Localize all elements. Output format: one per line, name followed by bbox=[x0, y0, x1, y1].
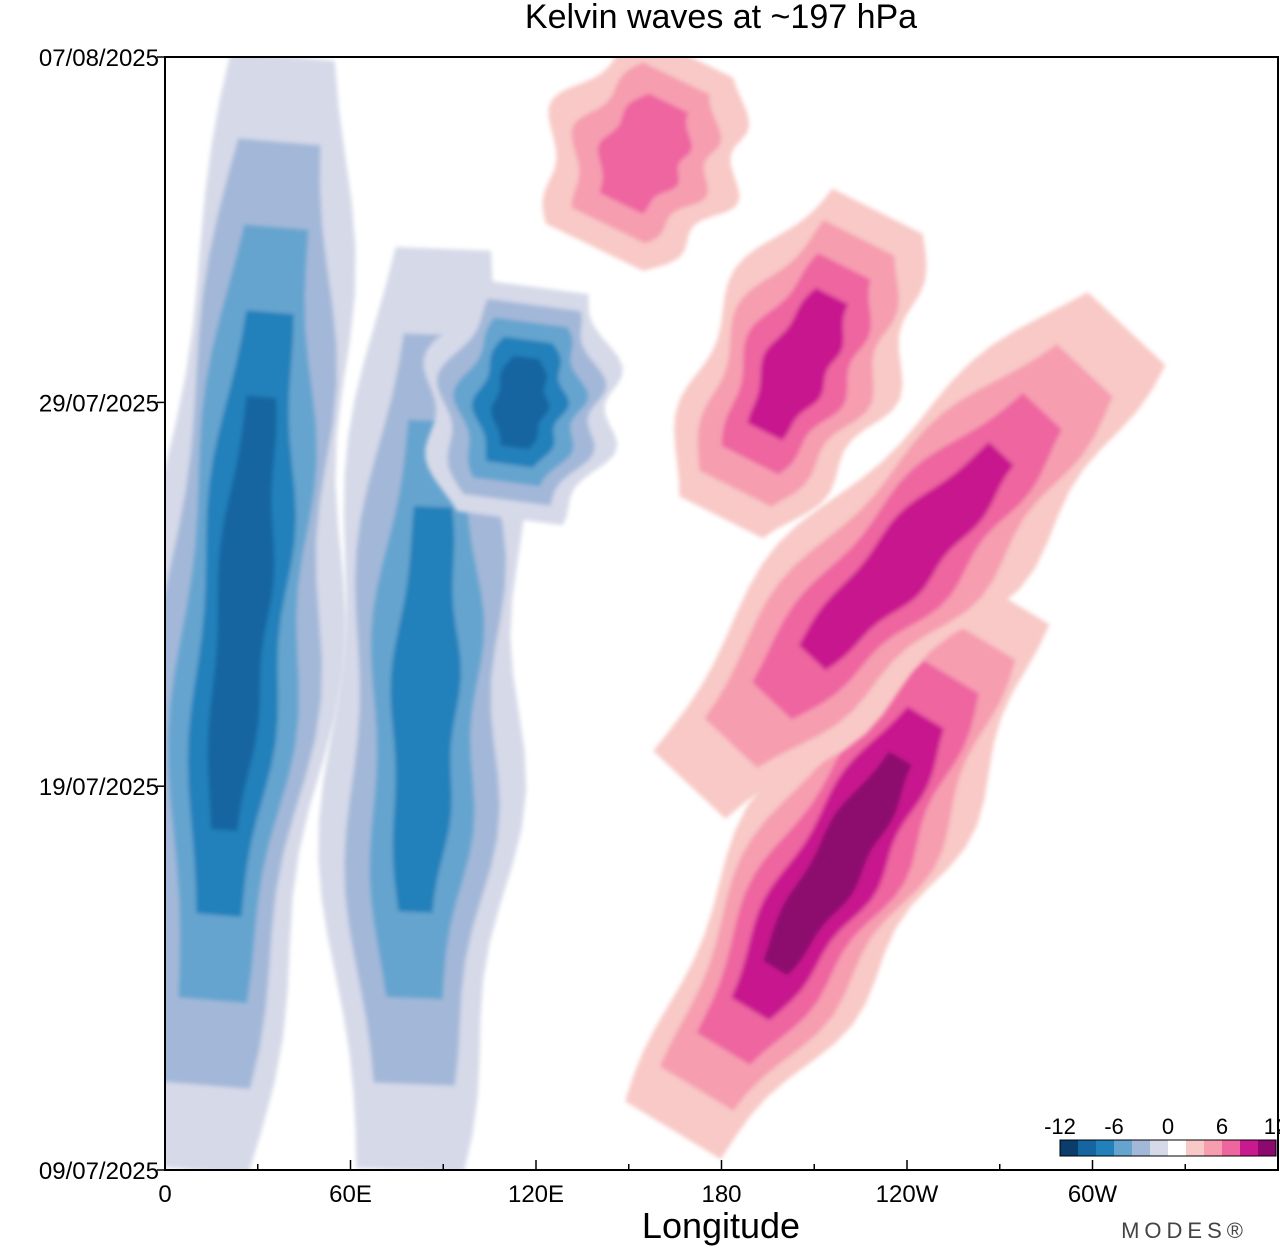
colorbar-swatch bbox=[1114, 1140, 1133, 1156]
y-tick-label: 19/07/2025 bbox=[39, 774, 159, 801]
contour-field bbox=[165, 57, 1166, 1170]
x-tick-label: 0 bbox=[158, 1181, 171, 1208]
wave-feature-negative bbox=[318, 247, 527, 1170]
x-tick-label: 120W bbox=[876, 1181, 939, 1208]
colorbar-swatch bbox=[1222, 1140, 1241, 1156]
wave-feature-positive bbox=[674, 188, 927, 539]
colorbar-tick-label: 12 bbox=[1264, 1114, 1280, 1139]
x-tick-label: 60W bbox=[1068, 1181, 1118, 1208]
x-tick-label: 180 bbox=[701, 1181, 741, 1208]
contour-band-level-4 bbox=[747, 288, 849, 441]
x-tick-label: 60E bbox=[329, 1181, 372, 1208]
y-tick-label: 29/07/2025 bbox=[39, 390, 159, 417]
contour-band-level-5 bbox=[207, 395, 277, 832]
y-tick-label: 09/07/2025 bbox=[39, 1158, 159, 1185]
colorbar-frame bbox=[1059, 1139, 1277, 1157]
contour-band-level-5 bbox=[491, 355, 550, 449]
wave-feature-positive bbox=[653, 292, 1166, 819]
x-axis: 0 60E 120E 180 120W 60W bbox=[158, 1160, 1186, 1208]
colorbar-tick-label: -6 bbox=[1104, 1114, 1124, 1139]
colorbar-swatch bbox=[1258, 1140, 1277, 1156]
colorbar-tick-label: 0 bbox=[1162, 1114, 1174, 1139]
wave-feature-positive bbox=[542, 57, 750, 271]
y-axis: 09/07/2025 19/07/2025 29/07/2025 07/08/2025 bbox=[39, 45, 165, 1185]
wave-feature-negative bbox=[423, 280, 623, 526]
colorbar-swatch bbox=[1186, 1140, 1205, 1156]
x-axis-label: Longitude bbox=[642, 1205, 800, 1246]
chart-title: Kelvin waves at ~197 hPa bbox=[525, 0, 917, 36]
colorbar-swatch bbox=[1204, 1140, 1223, 1156]
colorbar-swatch bbox=[1078, 1140, 1097, 1156]
colorbar-swatch bbox=[1168, 1140, 1187, 1156]
colorbar-swatch bbox=[1060, 1140, 1079, 1156]
contour-band-level-3 bbox=[598, 93, 692, 214]
colorbar-swatch bbox=[1240, 1140, 1259, 1156]
colorbar-tick-label: -12 bbox=[1044, 1114, 1076, 1139]
brand-logo: MODES® bbox=[1121, 1218, 1248, 1243]
colorbar-swatch bbox=[1096, 1140, 1115, 1156]
colorbar: -12 -6 0 6 12 bbox=[1044, 1114, 1280, 1157]
wave-feature-positive bbox=[625, 564, 1050, 1160]
x-tick-label: 120E bbox=[508, 1181, 564, 1208]
colorbar-swatch bbox=[1132, 1140, 1151, 1156]
contour-band-level-4 bbox=[799, 442, 1014, 671]
y-tick-label: 07/08/2025 bbox=[39, 45, 159, 72]
colorbar-tick-label: 6 bbox=[1216, 1114, 1228, 1139]
wave-feature-negative bbox=[165, 57, 356, 1170]
contour-band-level-4 bbox=[390, 506, 461, 913]
colorbar-swatch bbox=[1150, 1140, 1169, 1156]
contour-band-level-5 bbox=[763, 751, 912, 976]
